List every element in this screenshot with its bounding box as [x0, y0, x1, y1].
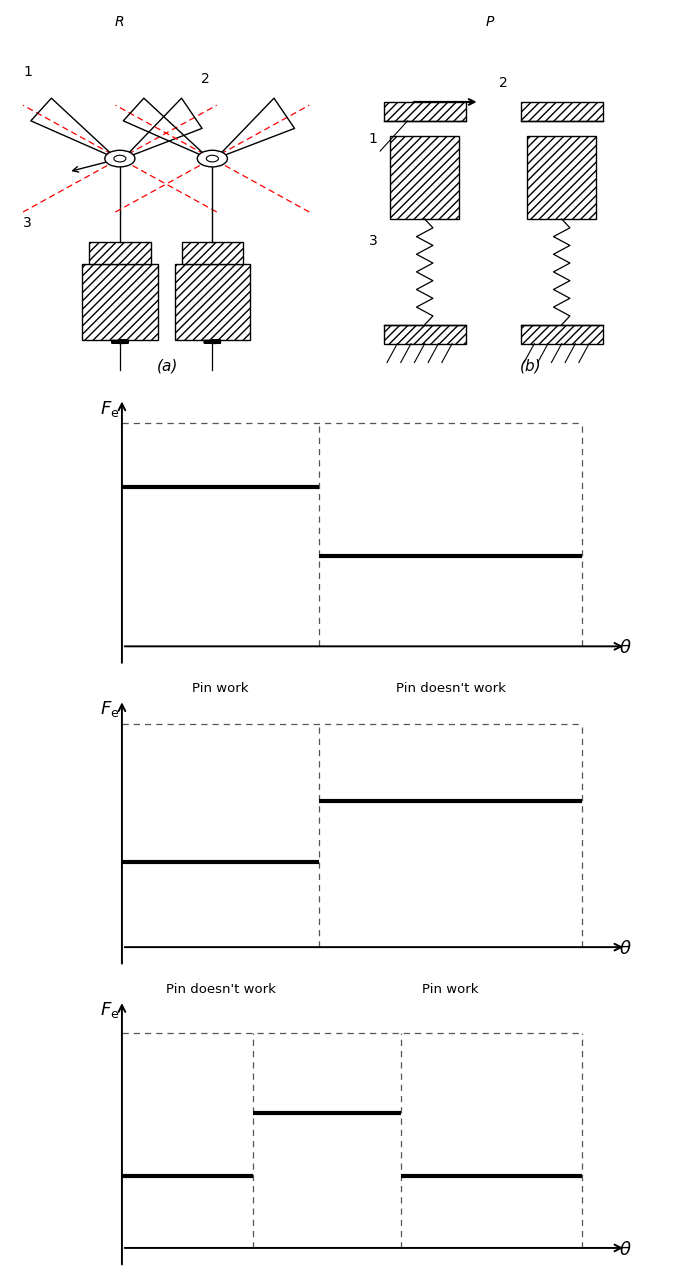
- Text: Pin doesn't work: Pin doesn't work: [396, 682, 506, 695]
- Text: $\mathit{F}_{\mathrm{e}}$: $\mathit{F}_{\mathrm{e}}$: [100, 1000, 120, 1020]
- Circle shape: [197, 150, 227, 166]
- Text: R: R: [115, 15, 125, 29]
- Text: Pin work: Pin work: [423, 983, 479, 996]
- Bar: [82, 264, 158, 339]
- Text: Pin doesn't work: Pin doesn't work: [166, 983, 275, 996]
- Text: 2: 2: [201, 72, 210, 86]
- Bar: [521, 102, 603, 120]
- Text: 1: 1: [23, 64, 32, 78]
- Text: 3: 3: [369, 234, 377, 248]
- Text: $\theta$: $\theta$: [619, 639, 632, 658]
- Text: $\theta$: $\theta$: [619, 940, 632, 959]
- Bar: [390, 136, 459, 219]
- Bar: [384, 102, 466, 120]
- Bar: [182, 242, 243, 264]
- Bar: [521, 325, 603, 343]
- Bar: [175, 264, 250, 339]
- Text: P: P: [486, 15, 494, 29]
- Circle shape: [114, 155, 126, 161]
- Text: $\theta$: $\theta$: [619, 1240, 632, 1260]
- Text: 1: 1: [369, 133, 377, 146]
- Text: $\mathit{F}_{\mathrm{e}}$: $\mathit{F}_{\mathrm{e}}$: [100, 398, 120, 419]
- Bar: [89, 242, 151, 264]
- Text: 3: 3: [23, 215, 32, 229]
- Text: Pin work: Pin work: [192, 682, 249, 695]
- Circle shape: [206, 155, 219, 161]
- Bar: [527, 136, 596, 219]
- Text: 2: 2: [499, 76, 508, 90]
- Text: (b): (b): [520, 358, 542, 372]
- Text: (a): (a): [157, 358, 179, 372]
- Text: $\mathit{F}_{\mathrm{e}}$: $\mathit{F}_{\mathrm{e}}$: [100, 699, 120, 719]
- Bar: [384, 325, 466, 343]
- Circle shape: [105, 150, 135, 166]
